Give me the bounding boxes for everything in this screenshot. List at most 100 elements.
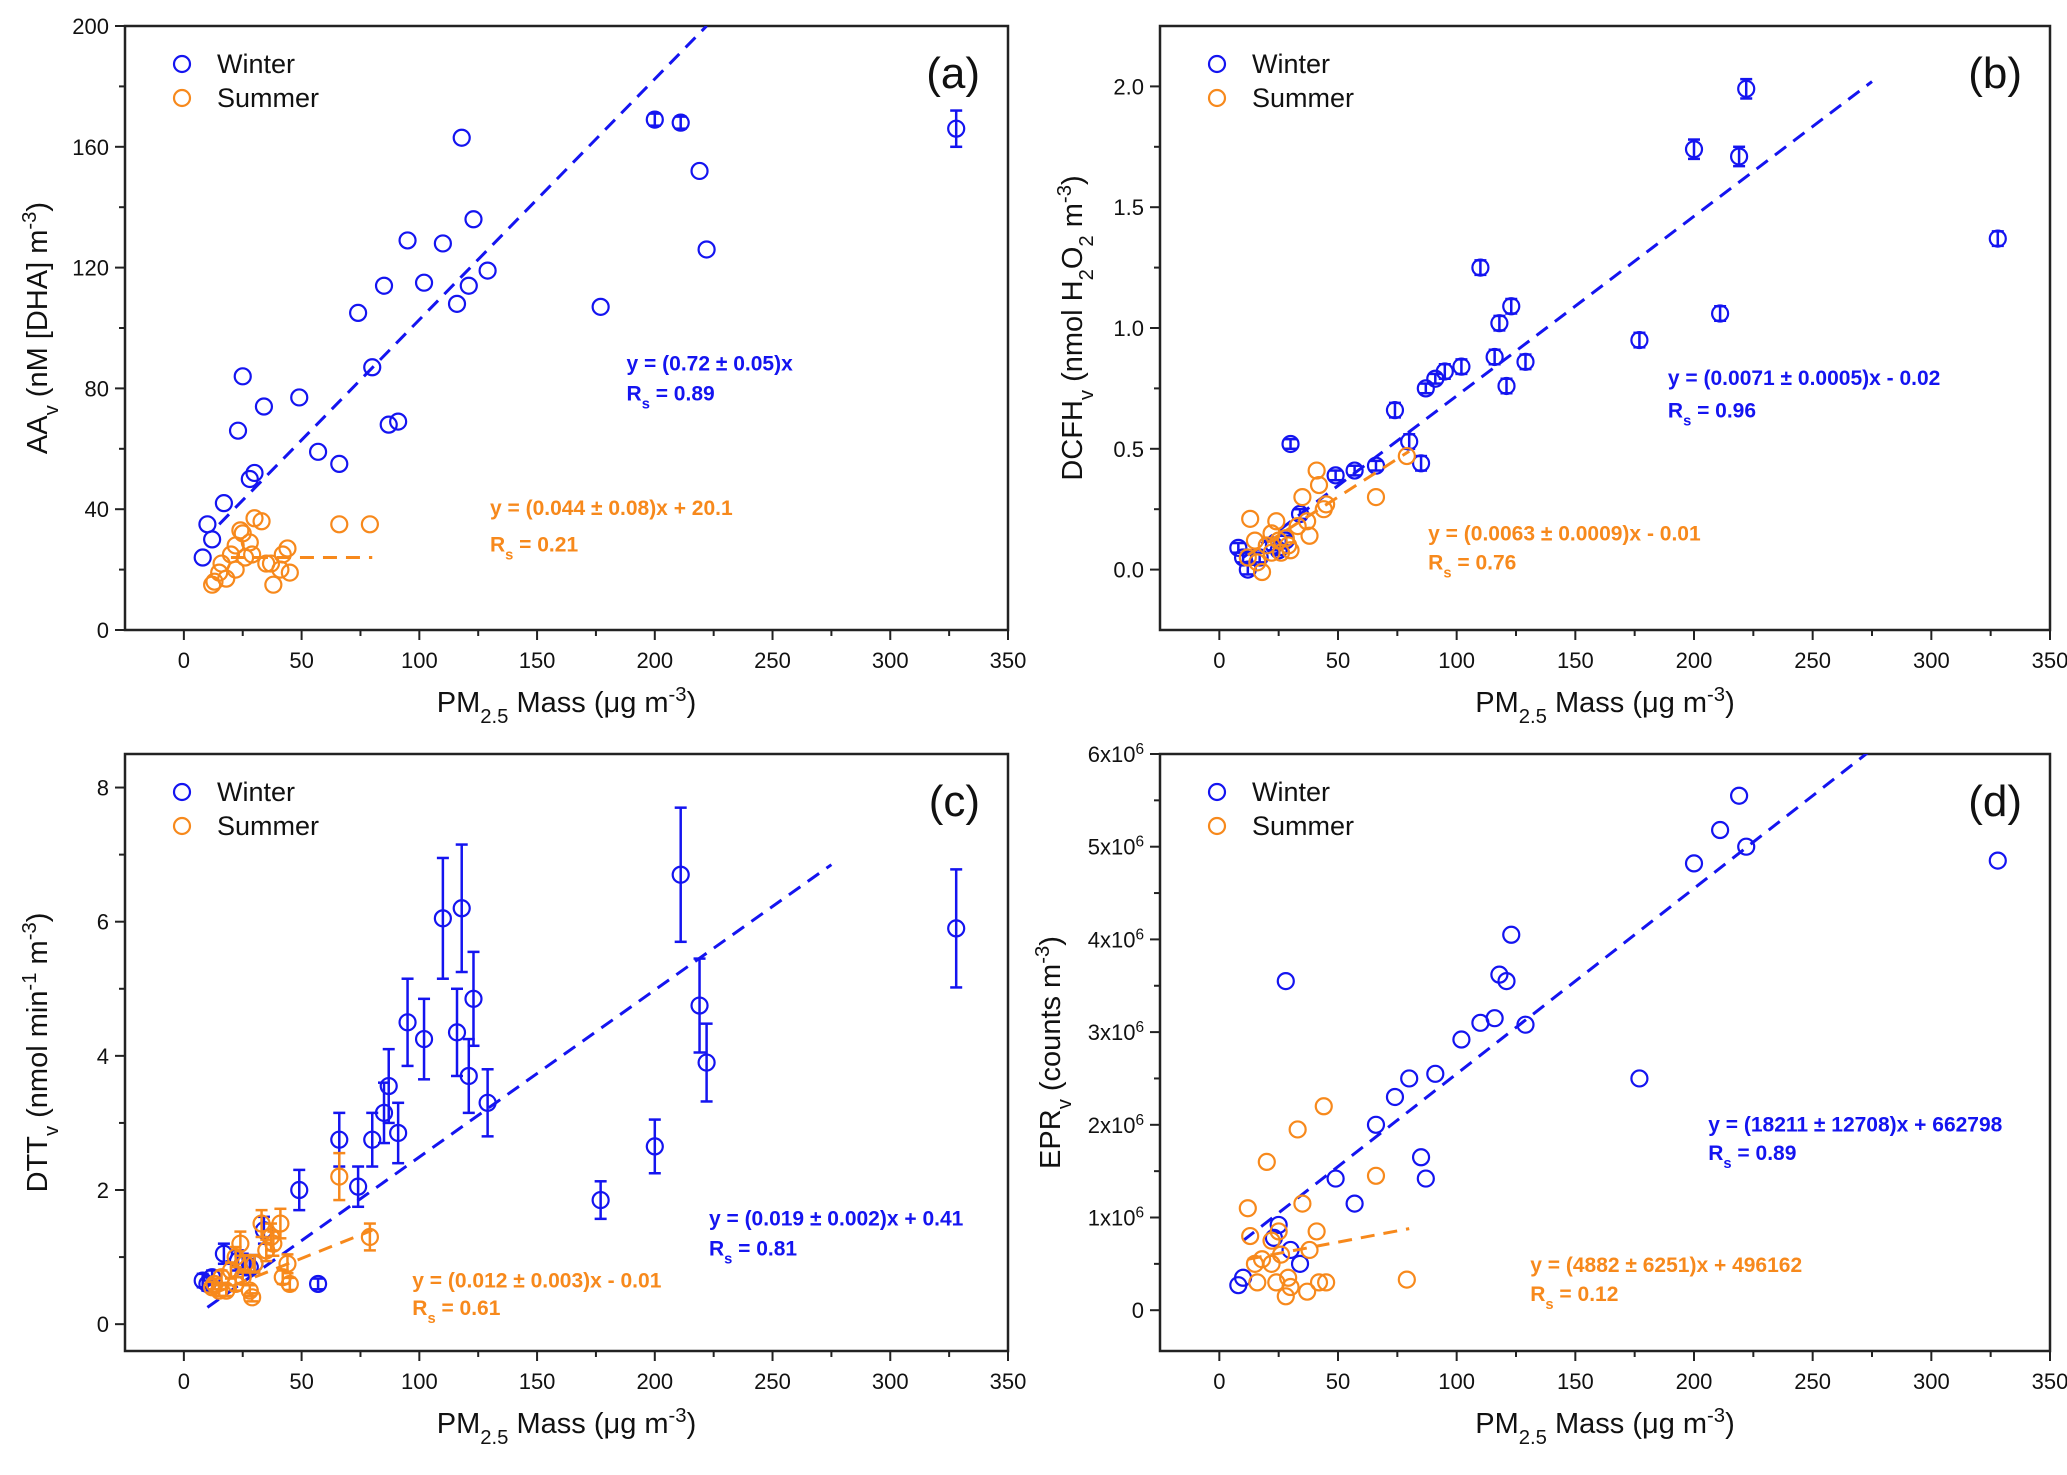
fit-line [1247,449,1411,557]
text-part: s [427,1311,435,1327]
text-part: v [41,404,63,415]
text-part: = 0.81 [732,1238,797,1261]
data-point [1238,1199,1257,1218]
text-part: -3 [1707,684,1725,706]
series-summer [1238,1097,1416,1306]
text-part: = 0.12 [1554,1283,1619,1306]
data-point [290,388,309,407]
data-point [308,442,328,461]
data-point [280,563,299,582]
x-axis-label: PM2.5 Mass (μg m-3) [437,1405,697,1449]
data-point [1257,1152,1276,1171]
data-point [697,1053,716,1072]
data-point [1279,1268,1298,1287]
y-axis-label: AAv (nM [DHA] m-3) [19,202,63,454]
data-point [1452,1030,1471,1049]
legend-label-winter: Winter [217,777,295,807]
data-point [690,161,709,181]
panel-b: 0 50 100 150 200 250 300 350 0.0 0.5 1.0 1.5 2.0 PM2.… [1054,24,2067,728]
text-part: ) [1725,687,1735,719]
legend-marker-summer [172,816,192,836]
data-point [690,996,709,1015]
y-tick-label: 1.0 [1113,316,1144,341]
text-part: R [1668,399,1683,422]
text-part: Mass (μg m [508,1408,668,1440]
data-point [591,1190,610,1210]
data-point [1298,512,1317,531]
x-axis-label: PM2.5 Mass (μg m-3) [1475,684,1735,728]
data-point [459,276,478,295]
series-summer [1238,446,1416,582]
data-point [1490,314,1509,333]
fit-equation-summer: y = (0.012 ± 0.003)x - 0.01 [412,1269,661,1292]
data-point [193,1271,212,1290]
data-point [1502,297,1521,316]
x-tick-label: 300 [1913,1369,1950,1394]
x-tick-label: 350 [2032,1369,2067,1394]
data-point [1485,1009,1504,1028]
y-tick-label: 4x106 [1088,926,1144,953]
legend-marker-summer [1207,816,1227,836]
rs-value-summer: Rs = 0.21 [490,533,578,563]
data-point [1516,352,1535,371]
text-part: ) [1725,1408,1735,1440]
text-part: m [1057,203,1089,235]
data-point [1502,925,1521,944]
x-tick-label: 300 [872,1369,909,1394]
y-tick-label: 120 [72,256,109,281]
data-point [452,128,471,147]
text-part: -3 [19,922,41,940]
data-point [1397,1270,1416,1289]
data-point [1400,1069,1419,1088]
fit-equation-summer: y = (0.044 ± 0.08)x + 20.1 [490,497,733,520]
data-point [414,273,434,292]
data-point [1737,79,1756,98]
legend-label-summer: Summer [217,83,319,113]
data-point [591,297,610,316]
text-part: R [490,533,505,556]
data-point [1345,1194,1364,1213]
panel-d: 0 50 100 150 200 250 300 35001x1062x1063x1064x1… [1032,741,2067,1450]
data-point [1630,330,1649,350]
data-point [360,1227,379,1247]
data-point [245,463,264,483]
data-point [1411,1148,1431,1167]
x-tick-label: 50 [1326,648,1350,673]
data-point [231,1234,250,1253]
x-tick-label: 150 [1557,648,1594,673]
text-part: R [627,382,642,405]
series-winter [193,26,966,567]
fit-equation-summer: y = (0.0063 ± 0.0009)x - 0.01 [1428,523,1701,546]
x-tick-label: 250 [754,1369,791,1394]
data-point [271,1214,290,1233]
data-point [243,1288,262,1307]
y-tick-label: 0.5 [1113,437,1144,462]
text-part: PM [1475,1408,1519,1440]
y-tick-label: 1x106 [1088,1204,1144,1231]
y-axis-label: DCFHv (nmol H2O2 m-3) [1054,175,1098,480]
text-part: = 0.89 [1732,1142,1797,1165]
data-point [231,521,250,540]
data-point [235,1254,255,1273]
panel-label: (d) [1968,777,2022,826]
legend-marker-summer [172,88,192,108]
data-point [1309,475,1329,495]
data-point [947,919,966,938]
data-point [1711,304,1730,323]
x-tick-label: 100 [401,648,438,673]
series-winter [193,806,966,1309]
data-point [1238,548,1257,567]
data-point [1276,1287,1295,1306]
text-part: s [1443,566,1451,582]
y-tick-label: 0 [97,618,109,643]
x-tick-label: 50 [289,1369,313,1394]
data-point [273,545,292,564]
data-point [459,1066,478,1086]
data-point [1416,379,1435,398]
data-point [1288,517,1307,536]
data-point [414,1029,434,1049]
data-point [264,1234,283,1253]
text-part: s [1545,1297,1553,1313]
plot-area [1229,754,2007,1306]
data-point [330,1167,349,1186]
